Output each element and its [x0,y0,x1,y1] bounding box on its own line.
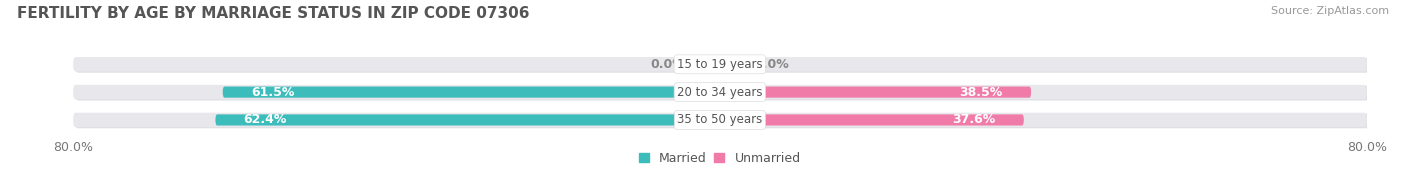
Text: 38.5%: 38.5% [959,86,1002,99]
FancyBboxPatch shape [76,113,1369,128]
Text: 20 to 34 years: 20 to 34 years [678,86,762,99]
FancyBboxPatch shape [222,87,720,98]
Text: 0.0%: 0.0% [651,58,685,71]
Text: 62.4%: 62.4% [243,113,287,126]
FancyBboxPatch shape [215,114,720,125]
FancyBboxPatch shape [720,59,748,70]
FancyBboxPatch shape [720,87,1031,98]
Text: Source: ZipAtlas.com: Source: ZipAtlas.com [1271,6,1389,16]
FancyBboxPatch shape [73,85,1367,99]
FancyBboxPatch shape [720,114,1024,125]
Text: FERTILITY BY AGE BY MARRIAGE STATUS IN ZIP CODE 07306: FERTILITY BY AGE BY MARRIAGE STATUS IN Z… [17,6,530,21]
Text: 61.5%: 61.5% [250,86,294,99]
Text: 37.6%: 37.6% [952,113,995,126]
FancyBboxPatch shape [692,59,720,70]
Text: 0.0%: 0.0% [755,58,789,71]
FancyBboxPatch shape [76,86,1369,101]
FancyBboxPatch shape [73,113,1367,127]
FancyBboxPatch shape [73,57,1367,72]
FancyBboxPatch shape [76,58,1369,73]
Text: 35 to 50 years: 35 to 50 years [678,113,762,126]
Text: 15 to 19 years: 15 to 19 years [678,58,762,71]
Legend: Married, Unmarried: Married, Unmarried [640,152,800,165]
